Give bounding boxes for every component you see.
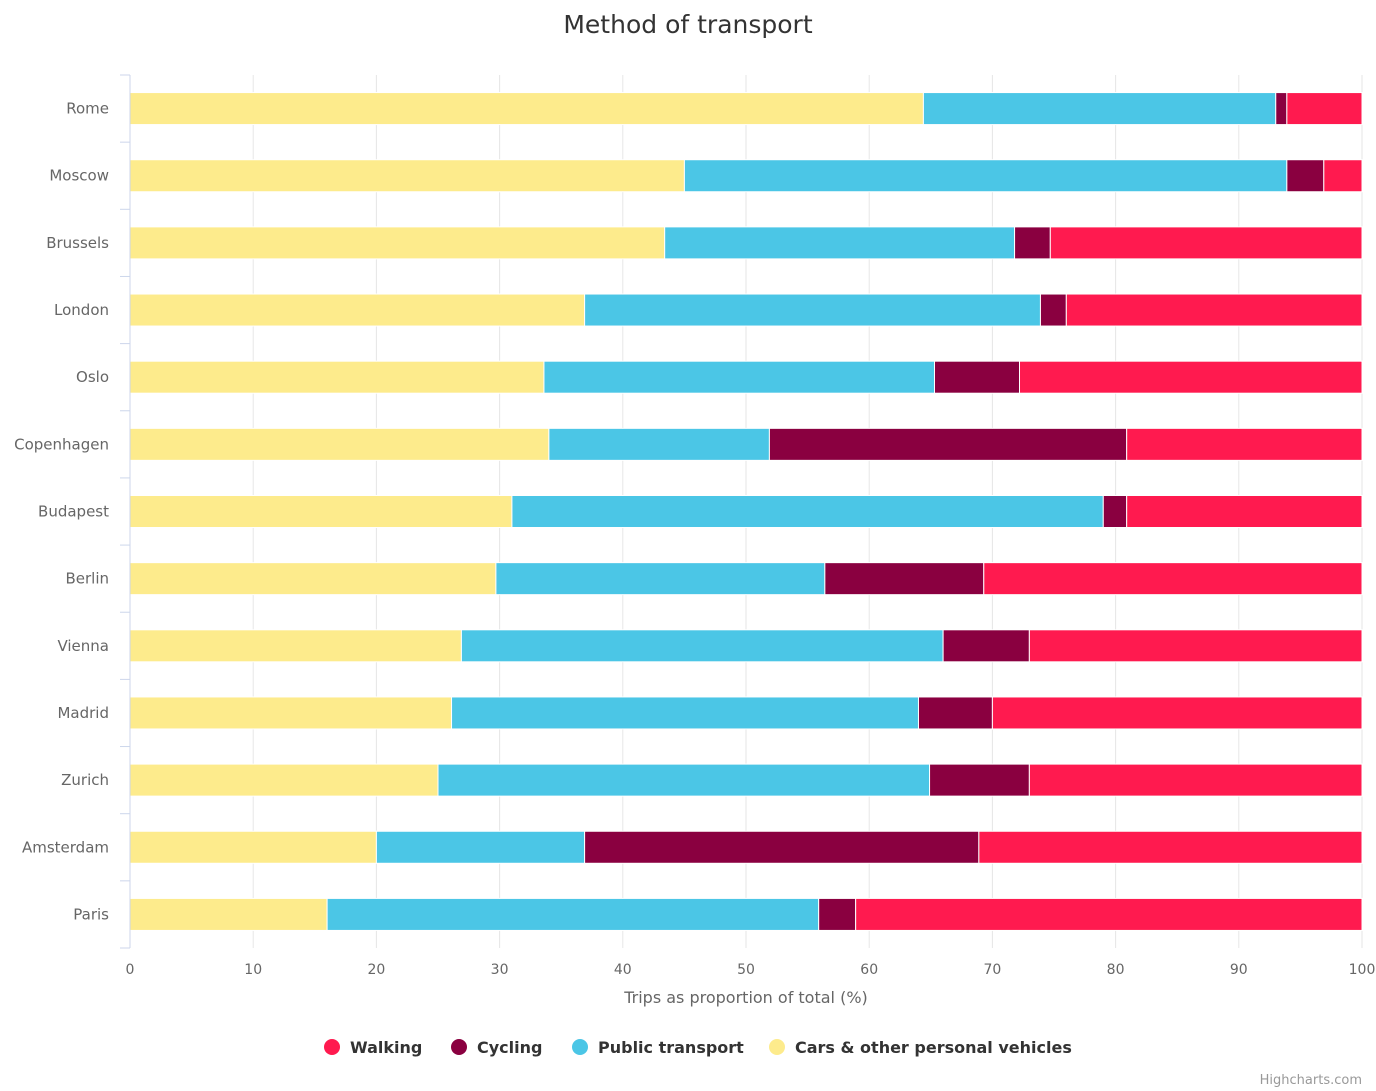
legend-label: Cars & other personal vehicles — [795, 1038, 1072, 1057]
category-label: Berlin — [65, 570, 109, 588]
bar-public-transport-brussels — [664, 226, 1016, 260]
bar-cycling-vienna — [942, 629, 1030, 663]
legend-marker-icon — [572, 1039, 588, 1055]
bar-cycling-zurich — [929, 763, 1030, 797]
x-axis-label: Trips as proportion of total (%) — [623, 988, 868, 1007]
bar-cars-other-personal-vehicles-amsterdam — [129, 830, 377, 864]
category-label: Moscow — [49, 167, 109, 185]
bar-cars-other-personal-vehicles-budapest — [129, 495, 513, 528]
bar-cycling-amsterdam — [584, 830, 980, 864]
bar-cars-other-personal-vehicles-moscow — [129, 159, 685, 193]
bar-cycling-paris — [818, 897, 857, 931]
bar-cars-other-personal-vehicles-copenhagen — [129, 427, 550, 461]
category-label: Oslo — [76, 368, 109, 386]
bar-cycling-berlin — [824, 562, 985, 596]
x-tick-label: 10 — [244, 962, 262, 978]
category-label: Paris — [73, 905, 109, 923]
bar-cars-other-personal-vehicles-zurich — [129, 763, 439, 797]
bar-cars-other-personal-vehicles-paris — [129, 897, 328, 931]
legend-item-walking[interactable]: Walking — [324, 1038, 422, 1057]
x-tick-label: 50 — [737, 962, 755, 978]
x-tick-label: 30 — [491, 962, 509, 978]
category-label: Budapest — [38, 503, 109, 521]
bar-walking-london — [1065, 293, 1363, 327]
bar-walking-amsterdam — [978, 830, 1363, 864]
bar-cycling-brussels — [1014, 226, 1051, 260]
x-tick-label: 0 — [126, 962, 135, 978]
bar-cars-other-personal-vehicles-madrid — [129, 696, 453, 730]
bar-public-transport-berlin — [495, 562, 826, 596]
bar-public-transport-moscow — [683, 159, 1288, 193]
bar-walking-moscow — [1323, 159, 1363, 193]
credits-link[interactable]: Highcharts.com — [1260, 1073, 1362, 1088]
legend-item-public-transport[interactable]: Public transport — [572, 1038, 744, 1057]
bar-public-transport-london — [584, 293, 1041, 327]
category-label: Madrid — [57, 704, 109, 722]
x-tick-label: 70 — [983, 962, 1001, 978]
x-tick-label: 60 — [860, 962, 878, 978]
bar-public-transport-paris — [326, 897, 820, 931]
bar-cars-other-personal-vehicles-brussels — [129, 226, 666, 260]
bar-cars-other-personal-vehicles-vienna — [129, 629, 462, 663]
category-label: Copenhagen — [14, 435, 109, 453]
bar-cycling-moscow — [1286, 159, 1325, 193]
bar-walking-rome — [1286, 92, 1363, 126]
bar-public-transport-amsterdam — [375, 830, 586, 864]
x-tick-label: 20 — [367, 962, 385, 978]
bar-cycling-copenhagen — [768, 427, 1128, 461]
bar-public-transport-oslo — [543, 360, 935, 394]
bar-cycling-london — [1039, 293, 1067, 327]
legend-label: Walking — [350, 1038, 422, 1057]
bar-public-transport-copenhagen — [548, 427, 770, 461]
bar-walking-copenhagen — [1126, 427, 1363, 461]
bar-public-transport-vienna — [460, 629, 944, 663]
legend-marker-icon — [451, 1039, 467, 1055]
legend-item-cycling[interactable]: Cycling — [451, 1038, 542, 1057]
legend-label: Cycling — [477, 1038, 542, 1057]
bar-walking-paris — [855, 897, 1363, 931]
bar-cars-other-personal-vehicles-berlin — [129, 562, 497, 596]
bar-walking-oslo — [1019, 360, 1363, 394]
bar-public-transport-budapest — [511, 495, 1104, 528]
bar-public-transport-rome — [922, 92, 1277, 126]
category-label: Brussels — [46, 234, 109, 252]
bar-cycling-budapest — [1102, 495, 1128, 528]
bar-cars-other-personal-vehicles-london — [129, 293, 586, 327]
bar-cars-other-personal-vehicles-rome — [129, 92, 924, 126]
category-label: Zurich — [61, 771, 109, 789]
bar-public-transport-madrid — [451, 696, 919, 730]
chart-title: Method of transport — [563, 10, 812, 39]
legend-label: Public transport — [598, 1038, 744, 1057]
legend-item-cars-other-personal-vehicles[interactable]: Cars & other personal vehicles — [769, 1038, 1072, 1057]
bar-cycling-rome — [1275, 92, 1288, 126]
bar-walking-vienna — [1028, 629, 1363, 663]
category-label: Vienna — [57, 637, 109, 655]
category-label: Rome — [66, 100, 109, 118]
bar-walking-madrid — [991, 696, 1363, 730]
bar-cycling-oslo — [933, 360, 1021, 394]
x-tick-label: 90 — [1230, 962, 1248, 978]
x-tick-label: 40 — [614, 962, 632, 978]
bar-walking-berlin — [983, 562, 1363, 596]
x-tick-label: 100 — [1349, 962, 1376, 978]
legend-marker-icon — [769, 1039, 785, 1055]
bar-walking-zurich — [1028, 763, 1363, 797]
bar-cars-other-personal-vehicles-oslo — [129, 360, 545, 394]
bar-walking-budapest — [1126, 495, 1363, 528]
bar-walking-brussels — [1049, 226, 1363, 260]
category-label: Amsterdam — [22, 838, 109, 856]
bar-cycling-madrid — [917, 696, 993, 730]
x-tick-label: 80 — [1107, 962, 1125, 978]
legend-marker-icon — [324, 1039, 340, 1055]
category-label: London — [54, 301, 109, 319]
bar-public-transport-zurich — [437, 763, 931, 797]
